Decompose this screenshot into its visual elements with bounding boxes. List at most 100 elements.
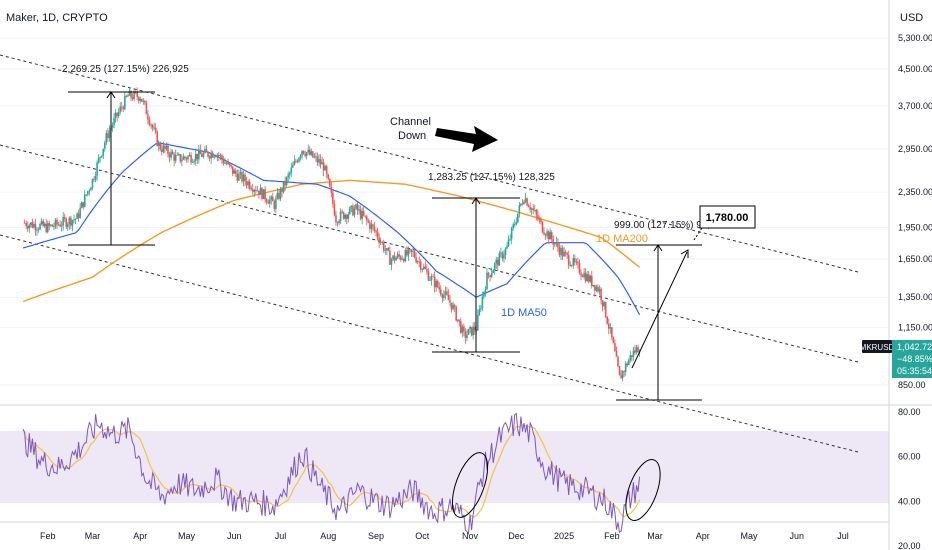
candle-body [120,106,123,108]
candle-body [34,224,37,231]
candle-body [147,114,149,120]
candle-body [578,263,581,274]
candle-body [234,170,237,175]
candle-body [629,355,632,361]
candle-body [168,154,171,158]
candle-body [345,214,348,219]
candle-body [167,145,169,155]
price-tick-label: 3,700.00 [898,101,932,111]
candle-body [267,201,269,204]
candle-body [358,209,360,211]
candle-body [96,162,98,176]
candle-body [569,264,572,266]
candle-body [198,149,200,160]
candle-body [87,191,89,195]
candle-body [355,204,357,209]
candle-body [253,189,256,192]
candle-body [456,319,459,321]
candle-body [484,289,487,292]
candle-body [393,255,396,261]
candle-body [409,249,411,250]
candle-body [278,192,280,199]
candle-body [507,239,510,247]
candle-body [424,266,427,269]
candle-body [295,160,297,162]
currency-label: USD [900,12,923,24]
candle-body [392,255,394,260]
candle-body [446,291,448,295]
candle-body [204,149,206,153]
measure-tools [68,91,703,401]
candle-body [490,273,493,278]
rsi-highlight-circle-2 [625,459,661,521]
candle-body [250,188,253,190]
target-box [699,205,756,229]
candle-body [94,175,97,180]
candle-body [54,219,57,227]
candle-body [73,219,75,221]
candle-body [607,323,610,329]
candle-body [601,300,604,307]
candle-body [369,222,371,230]
candle-body [365,216,368,221]
candle-body [533,210,536,211]
candle-body [515,222,518,225]
time-tick-label: Apr [133,531,147,541]
time-tick-label: Mar [647,531,663,541]
candle-body [187,156,189,160]
candle-body [161,149,163,152]
candle-body [432,276,434,278]
candle-body [93,178,95,180]
candle-body [28,224,31,229]
rsi-tick-label: 80.00 [898,407,921,417]
symbol-badge: MKRUSD 1,042.72 −48.85% 05:35:54 [860,340,932,378]
candle-body [530,208,533,210]
candle-body [632,350,635,357]
candle-body [441,294,444,298]
candle-body [406,250,408,256]
time-tick-label: Mar [85,531,101,541]
candle-body [59,224,61,227]
candle-body [624,363,627,372]
candle-body [151,125,154,128]
candle-body [330,186,333,193]
candle-body [486,272,488,290]
candle-body [56,219,58,225]
time-tick-label: Oct [415,531,430,541]
candle-body [577,261,579,264]
candle-body [387,248,390,251]
candle-body [233,170,236,174]
candle-body [30,222,32,225]
candle-body [618,366,621,376]
candle-body [535,210,538,215]
candle-body [114,112,117,118]
candle-body [510,227,513,239]
price-tick-label: 1,350.00 [898,292,932,302]
candle-body [612,337,615,344]
candle-body [521,203,524,205]
candle-body [450,302,453,310]
candle-body [139,98,142,101]
candle-body [228,162,231,165]
candle-body [603,302,605,307]
candle-body [105,133,108,143]
candle-body [364,215,367,217]
candle-body [617,356,619,367]
candle-body [43,223,46,227]
candle-body [156,131,158,146]
candle-body [144,100,146,103]
candle-body [470,326,473,336]
candle-body [423,266,425,269]
time-tick-label: Jun [227,531,242,541]
candle-body [50,224,52,226]
candle-body [543,232,545,235]
candle-body [452,305,454,310]
candle-body [255,189,257,192]
candle-body [418,261,420,263]
candle-body [159,143,162,150]
candle-body [501,252,504,259]
candle-body [399,256,402,260]
candle-body [463,326,465,332]
candle-body [444,291,447,295]
projection-arrowhead [680,249,689,258]
